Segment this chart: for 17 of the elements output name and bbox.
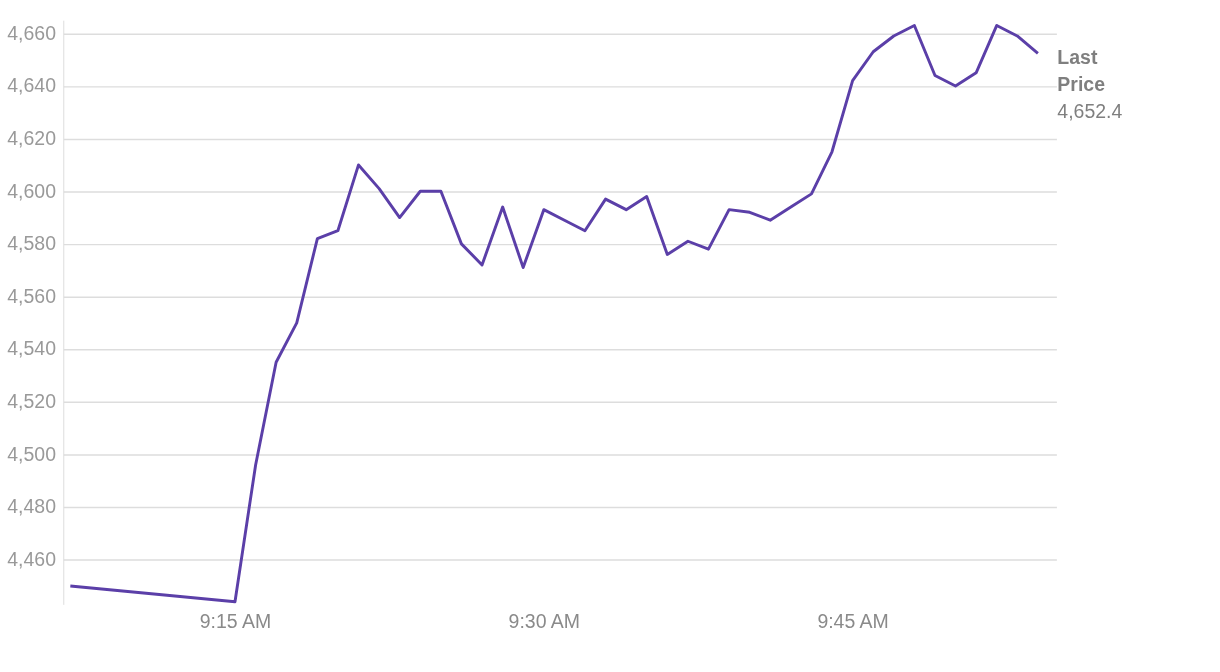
y-tick-label: 4,580 (7, 232, 57, 255)
text: 4,652.4 (1057, 99, 1123, 122)
y-tick-label: 4,480 (7, 495, 57, 518)
x-tick-label: 9:45 AM (817, 610, 889, 633)
y-tick-label: 4,460 (7, 547, 57, 570)
x-tick-label: 9:15 AM (199, 610, 272, 633)
line-series (68, 23, 1040, 604)
y-tick-label: 4,540 (7, 337, 57, 360)
y-tick-label: 4,620 (7, 126, 57, 149)
y-tick-label: 4,500 (7, 442, 57, 465)
y-tick-label: 4,660 (7, 21, 57, 44)
y-tick-label: 4,600 (7, 179, 57, 202)
y-tick-label: 4,520 (7, 390, 57, 413)
y-tick-label: 4,560 (7, 284, 57, 307)
y-tick-label: 4,640 (7, 74, 57, 97)
x-tick-label: 9:30 AM (508, 610, 580, 633)
text: Last Price (1057, 46, 1106, 96)
